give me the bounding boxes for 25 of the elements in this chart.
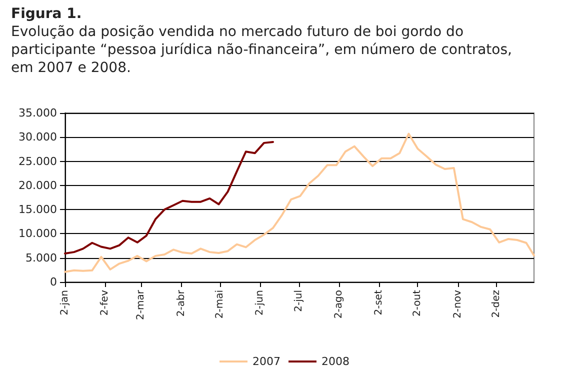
y-tick-label: 30.000 [18,130,57,144]
y-tick-label: 35.000 [18,106,57,120]
line-series [64,140,274,255]
x-tick-label: 2-set [373,290,384,316]
legend-label: 2008 [322,355,350,368]
x-tick-label: 2-jul [293,290,304,312]
y-tick-label: 5.000 [26,251,57,264]
x-tick-label: 2-fev [100,290,111,316]
y-tick-label: 25.000 [18,154,57,168]
y-tick-label: 10.000 [18,227,57,240]
chart-subtitle: Evolução da posição vendida no mercado futuro de boi gordo do participante “pessoa jurídica não-financeira”, em número de contratos, em 2007 e 2008. [11,24,516,76]
x-tick-label: 2-jun [254,290,266,316]
x-tick-label: 2-dez [491,290,502,318]
x-tick-label: 2-out [412,290,424,317]
x-tick-label: 2-ago [333,290,344,319]
x-tick-label: 2-jan [60,290,70,316]
y-tick-label: 20.000 [18,178,57,192]
x-tick-label: 2-mai [214,290,226,319]
legend-label: 2007 [252,355,281,368]
x-tick-label: 2-nov [452,290,464,318]
y-tick-label: 15.000 [18,203,57,216]
y-tick-label: 0 [50,276,57,288]
x-tick-label: 2-abr [176,289,187,317]
x-tick-label: 2-mar [136,289,147,320]
chart-title: Figura 1. [11,6,82,22]
